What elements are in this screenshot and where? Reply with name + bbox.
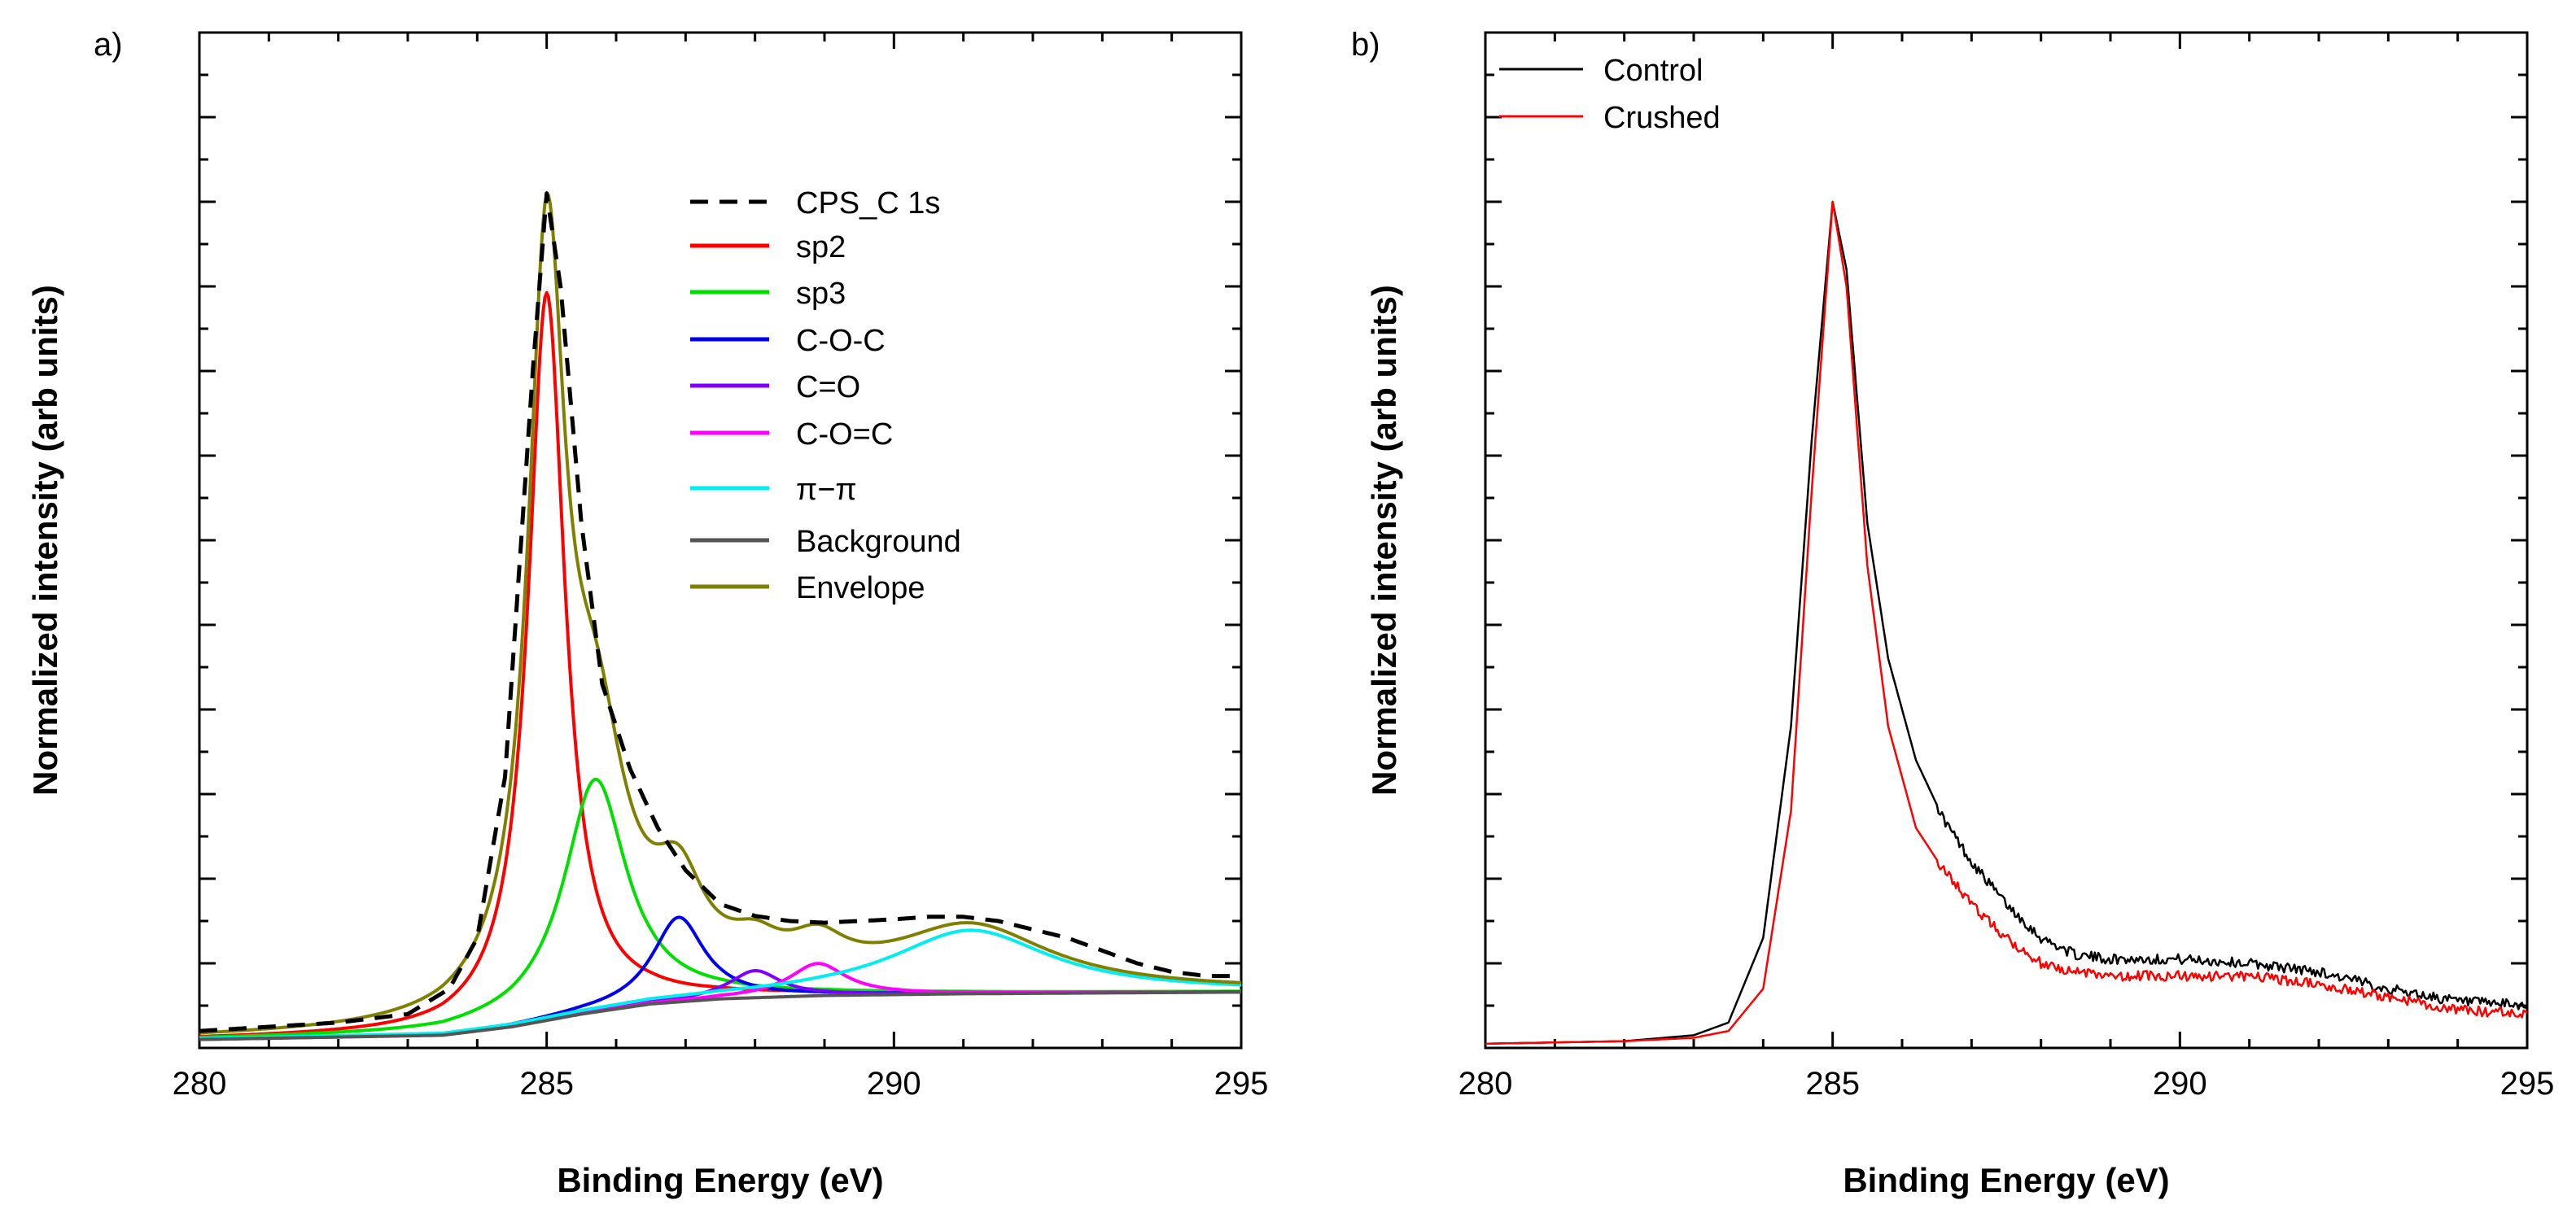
panel-b-x-tick-label-295: 295 bbox=[2500, 1066, 2555, 1102]
panel-a-legend: CPS_C 1s sp2 sp3 C-O-C C=O C-O=C π−π Bac… bbox=[690, 186, 961, 605]
panel-a-x-tick-label-290: 290 bbox=[867, 1066, 921, 1102]
panel-b-x-tick-labels: 280 285 290 295 bbox=[1459, 1066, 2555, 1102]
panel-b-y-axis-title: Normalized intensity (arb units) bbox=[1365, 285, 1403, 796]
legend-label-pi-pi: π−π bbox=[796, 473, 857, 507]
legend-label-cps-c1s: CPS_C 1s bbox=[796, 186, 940, 220]
panel-b-label: b) bbox=[1351, 27, 1380, 63]
legend-label-sp3: sp3 bbox=[796, 277, 846, 311]
panel-b-series-control-line bbox=[1485, 200, 2528, 1045]
panel-a-x-axis-title: Binding Energy (eV) bbox=[557, 1161, 883, 1199]
panel-a-y-axis-title: Normalized intensity (arb units) bbox=[26, 285, 64, 796]
panel-a-label: a) bbox=[94, 27, 123, 63]
legend-label-crushed: Crushed bbox=[1603, 101, 1721, 135]
legend-label-background: Background bbox=[796, 525, 961, 559]
panel-a: a) 280 285 290 295 Binding Energy (eV) N… bbox=[26, 27, 1268, 1199]
panel-b-series-group bbox=[1485, 200, 2528, 1045]
legend-label-c-double-o: C=O bbox=[796, 370, 860, 404]
panel-b-x-tick-label-290: 290 bbox=[2153, 1066, 2207, 1102]
panel-a-ticks bbox=[198, 31, 1243, 1050]
legend-label-sp2: sp2 bbox=[796, 230, 846, 264]
panel-b-ticks bbox=[1484, 31, 2529, 1050]
panel-a-series-group bbox=[199, 191, 1242, 1041]
legend-label-control: Control bbox=[1603, 54, 1703, 88]
panel-a-series-cps-c-1s-line bbox=[199, 191, 1242, 1033]
panel-b-x-tick-label-280: 280 bbox=[1459, 1066, 1513, 1102]
panel-a-x-tick-label-295: 295 bbox=[1214, 1066, 1269, 1102]
panel-a-x-tick-label-280: 280 bbox=[173, 1066, 227, 1102]
panel-a-x-tick-label-285: 285 bbox=[519, 1066, 574, 1102]
legend-label-c-o-double-c: C-O=C bbox=[796, 417, 893, 452]
legend-label-envelope: Envelope bbox=[796, 571, 925, 605]
panel-b-plot-frame bbox=[1484, 31, 2529, 1050]
panel-a-series-sp2-line bbox=[199, 290, 1242, 1038]
legend-label-c-o-c: C-O-C bbox=[796, 324, 886, 358]
panel-b-x-axis-title: Binding Energy (eV) bbox=[1843, 1161, 2169, 1199]
panel-b-legend: Control Crushed bbox=[1499, 54, 1721, 135]
panel-b-series-crushed-line bbox=[1485, 200, 2528, 1045]
panel-a-x-tick-labels: 280 285 290 295 bbox=[173, 1066, 1269, 1102]
panel-a-series-envelope-line bbox=[199, 193, 1242, 1035]
panel-a-series-c-o-line bbox=[199, 969, 1241, 1041]
panel-b: b) 280 285 290 295 Binding Energy (eV) N… bbox=[1351, 27, 2554, 1199]
panel-a-series-background-line bbox=[199, 990, 1241, 1041]
panel-b-x-tick-label-285: 285 bbox=[1805, 1066, 1860, 1102]
